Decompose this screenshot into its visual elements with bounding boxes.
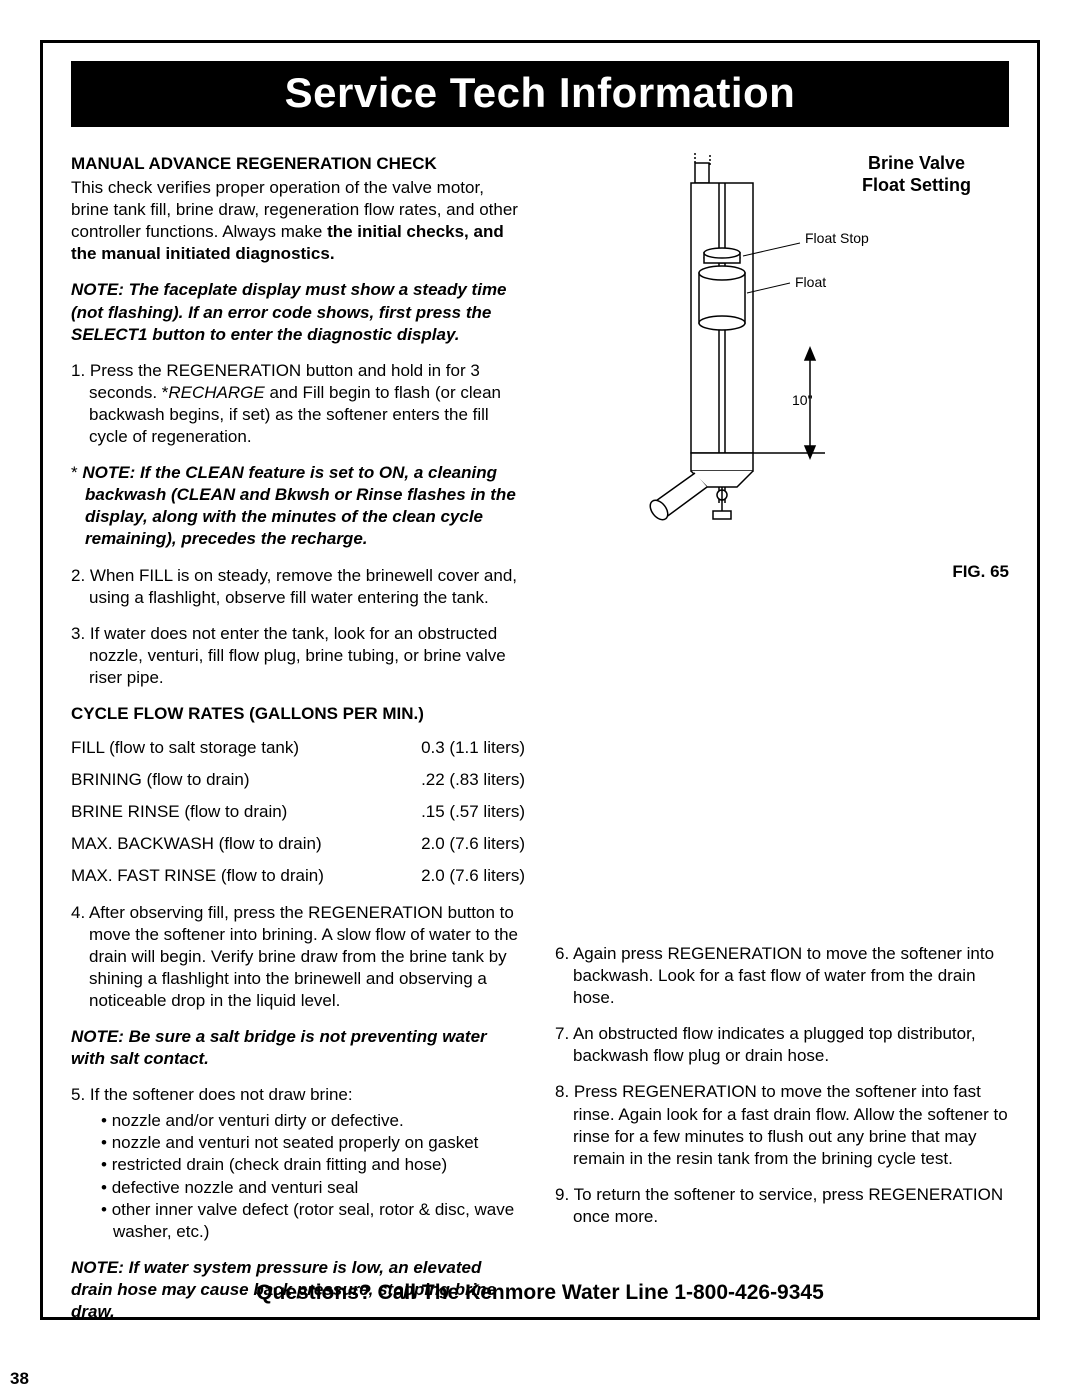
flow-label: FILL (flow to salt storage tank) — [71, 737, 299, 759]
step-6: 6. Again press REGENERATION to move the … — [555, 943, 1009, 1009]
flow-row: BRINE RINSE (flow to drain) .15 (.57 lite… — [71, 801, 525, 823]
left-column: MANUAL ADVANCE REGENERATION CHECK This c… — [71, 153, 525, 1337]
clean-feature-note: * NOTE: If the CLEAN feature is set to O… — [71, 462, 525, 550]
bullet-item: nozzle and venturi not seated properly o… — [101, 1132, 525, 1154]
title-bar: Service Tech Information — [71, 61, 1009, 127]
flow-row: FILL (flow to salt storage tank) 0.3 (1.1… — [71, 737, 525, 759]
step-7: 7. An obstructed flow indicates a plugge… — [555, 1023, 1009, 1067]
content-columns: MANUAL ADVANCE REGENERATION CHECK This c… — [71, 153, 1009, 1337]
step1-recharge: RECHARGE — [168, 383, 264, 402]
bullet-item: other inner valve defect (rotor seal, ro… — [101, 1199, 525, 1243]
step-9: 9. To return the softener to service, pr… — [555, 1184, 1009, 1228]
step-5-lead: 5. If the softener does not draw brine: — [71, 1084, 525, 1106]
bullet-item: defective nozzle and venturi seal — [101, 1177, 525, 1199]
flow-value: 2.0 (7.6 liters) — [421, 833, 525, 855]
flow-value: .22 (.83 liters) — [421, 769, 525, 791]
step-4: 4. After observing fill, press the REGEN… — [71, 902, 525, 1012]
flow-value: 2.0 (7.6 liters) — [421, 865, 525, 887]
page-number: 38 — [10, 1369, 29, 1389]
right-column: Brine Valve Float Setting — [555, 153, 1009, 1337]
flow-row: MAX. BACKWASH (flow to drain) 2.0 (7.6 li… — [71, 833, 525, 855]
bullet-item: restricted drain (check drain fitting an… — [101, 1154, 525, 1176]
step-1: 1. Press the REGENERATION button and hol… — [71, 360, 525, 448]
flow-value: 0.3 (1.1 liters) — [421, 737, 525, 759]
flow-label: MAX. BACKWASH (flow to drain) — [71, 833, 322, 855]
brine-valve-diagram: Float Stop Float 10" — [595, 143, 925, 553]
step-8: 8. Press REGENERATION to move the soften… — [555, 1081, 1009, 1169]
figure-65: Brine Valve Float Setting — [555, 153, 1009, 583]
flow-rates-heading: CYCLE FLOW RATES (GALLONS PER MIN.) — [71, 703, 525, 725]
footer-questions: Questions? Call The Kenmore Water Line 1… — [43, 1281, 1037, 1305]
step-3: 3. If water does not enter the tank, loo… — [71, 623, 525, 689]
flow-label: BRINE RINSE (flow to drain) — [71, 801, 287, 823]
figure-caption: FIG. 65 — [952, 561, 1009, 583]
flow-label: MAX. FAST RINSE (flow to drain) — [71, 865, 324, 887]
page-frame: Service Tech Information MANUAL ADVANCE … — [40, 40, 1040, 1320]
clean-note-text: NOTE: If the CLEAN feature is set to ON,… — [82, 463, 515, 548]
flow-value: .15 (.57 liters) — [421, 801, 525, 823]
step-2: 2. When FILL is on steady, remove the br… — [71, 565, 525, 609]
label-float: Float — [795, 274, 826, 290]
label-dimension: 10" — [792, 392, 813, 408]
intro-paragraph: This check verifies proper operation of … — [71, 177, 525, 265]
flow-row: MAX. FAST RINSE (flow to drain) 2.0 (7.6 … — [71, 865, 525, 887]
note-salt-bridge: NOTE: Be sure a salt bridge is not preve… — [71, 1026, 525, 1070]
flow-label: BRINING (flow to drain) — [71, 769, 250, 791]
note-faceplate: NOTE: The faceplate display must show a … — [71, 279, 525, 345]
heading-manual-advance: MANUAL ADVANCE REGENERATION CHECK — [71, 153, 525, 175]
bullet-item: nozzle and/or venturi dirty or defective… — [101, 1110, 525, 1132]
flow-row: BRINING (flow to drain) .22 (.83 liters) — [71, 769, 525, 791]
label-float-stop: Float Stop — [805, 230, 869, 246]
flow-rates-table: FILL (flow to salt storage tank) 0.3 (1.1… — [71, 737, 525, 887]
step-5-bullets: nozzle and/or venturi dirty or defective… — [101, 1110, 525, 1243]
